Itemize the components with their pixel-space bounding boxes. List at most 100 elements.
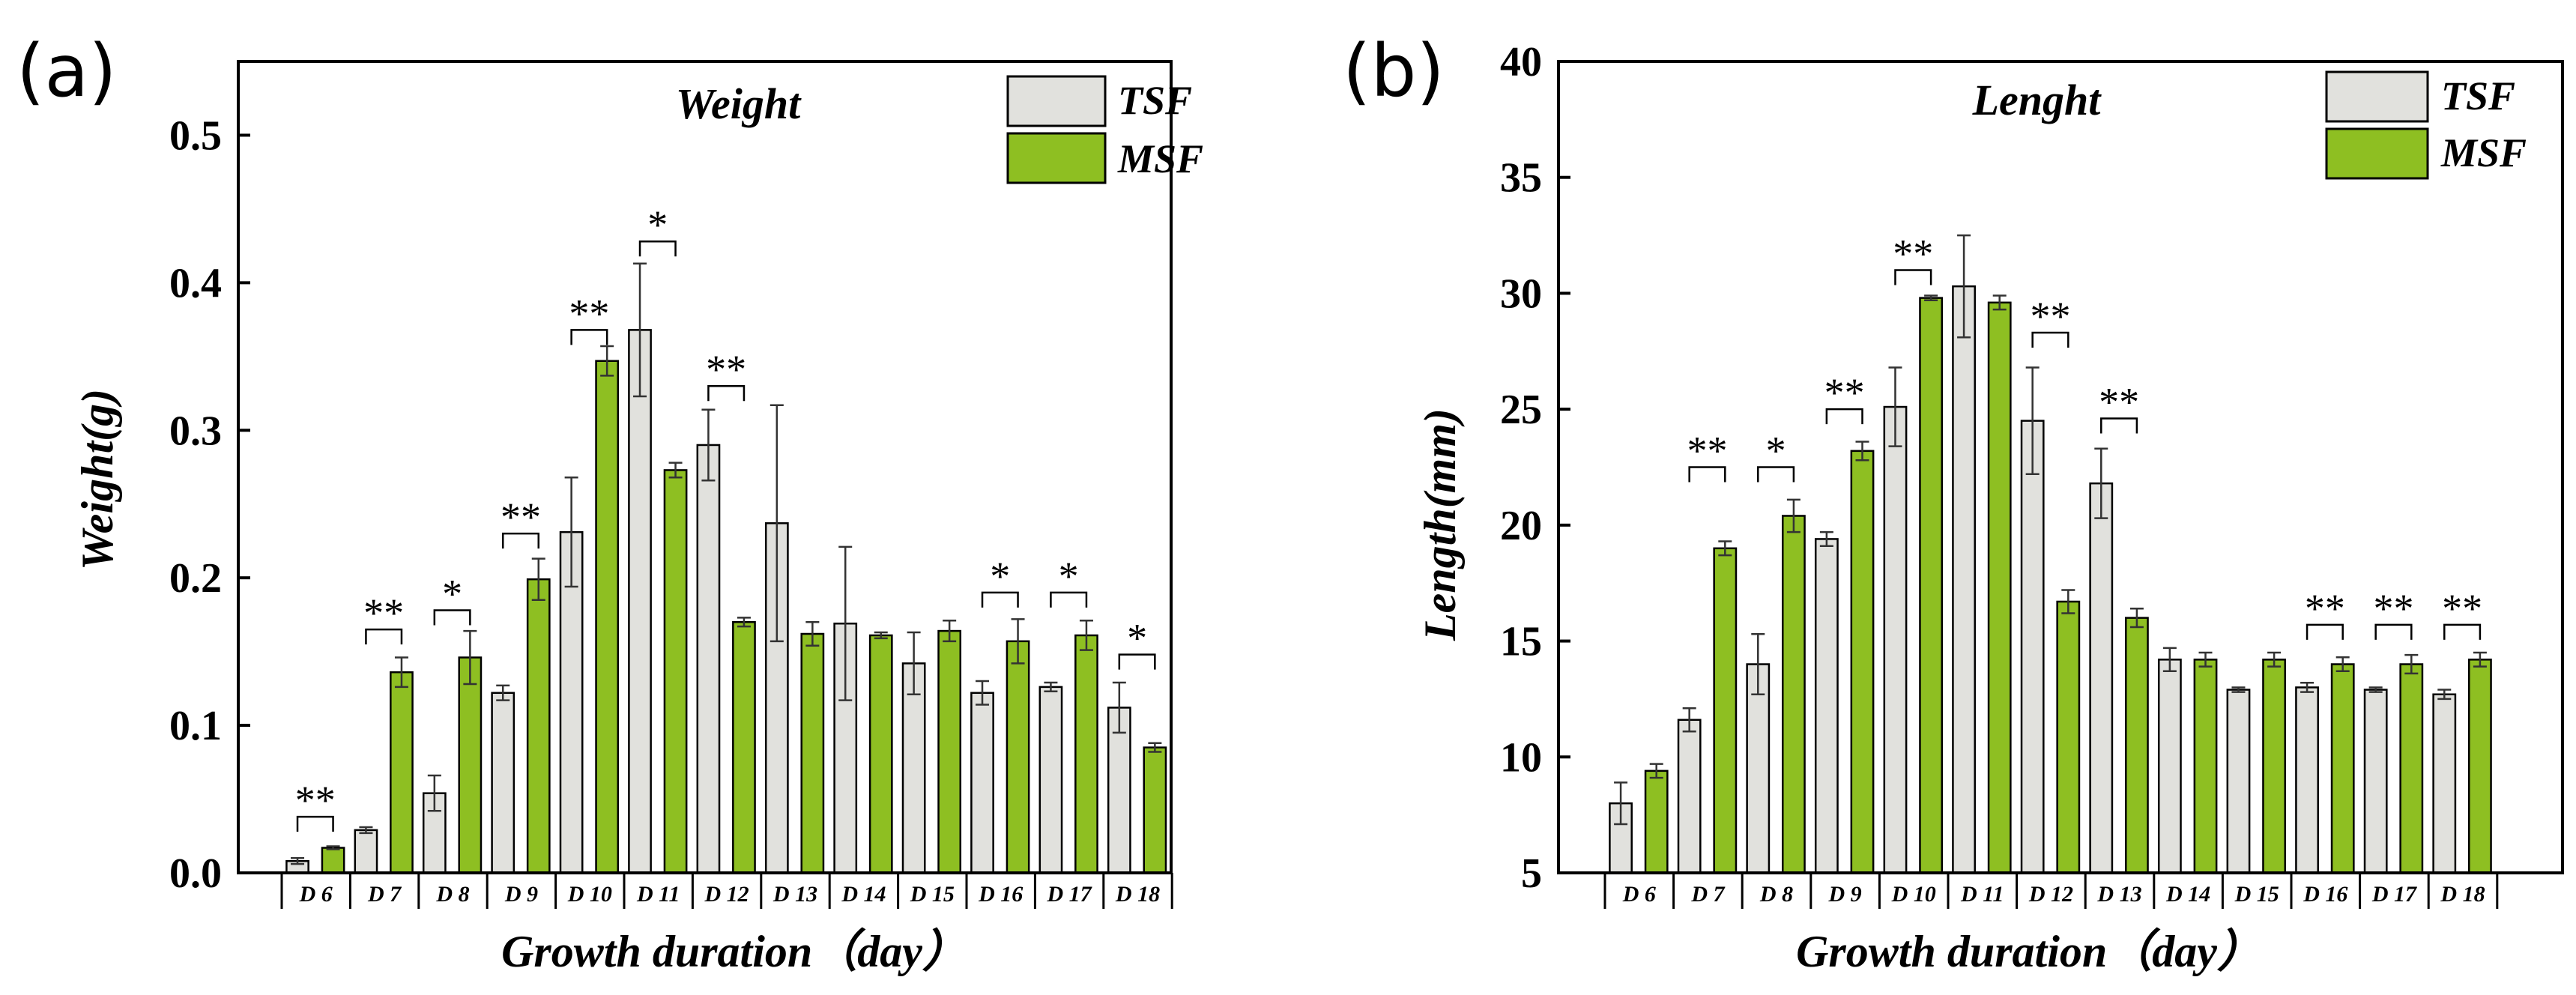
panel-a-significance-bracket: [433, 609, 471, 626]
panel-b-plot-frame: [1557, 60, 2564, 874]
panel-b-significance-bracket: [2443, 623, 2482, 640]
panel-b-significance-bracket: [1757, 466, 1795, 483]
panel-a-y-tick-label: 0.1: [169, 703, 222, 749]
panel-b-bar-tsf: [2226, 689, 2251, 874]
panel-a-y-axis-title: Weight(g): [73, 389, 122, 570]
panel-b-significance-bracket: [2306, 623, 2344, 640]
panel-a-significance-bracket: [1050, 591, 1088, 608]
panel-b-significance-label: **: [2099, 380, 2139, 425]
panel-a-significance-label: **: [295, 778, 336, 823]
panel-b-x-tick-label: D 9: [1828, 882, 1862, 907]
panel-b-significance-label: **: [1687, 429, 1727, 474]
panel-a-y-tick-label: 0.5: [169, 112, 222, 159]
panel-b-bar-msf: [2124, 617, 2149, 874]
panel-b-bar-tsf: [2020, 420, 2045, 874]
panel-b-bar-tsf: [2295, 686, 2319, 874]
panel-b-bar-tsf: [2432, 693, 2457, 874]
panel-a-significance-label: **: [569, 291, 609, 336]
panel-a-bar-msf: [663, 469, 688, 874]
panel-b-significance-bracket: [1894, 269, 1932, 285]
panel-b-y-tick-label: 15: [1500, 619, 1542, 665]
panel-a-legend-label-msf: MSF: [1117, 136, 1203, 181]
panel-a-bar-msf: [732, 621, 756, 874]
panel-a-significance-label: **: [501, 495, 541, 539]
panel-a-x-tick-label: D 8: [435, 882, 469, 907]
panel-b-y-tick-label: 35: [1500, 155, 1542, 202]
panel-a-weight-chart: (a) **** ********* ** 0.00.10.20.30.40.5D …: [16, 29, 1203, 976]
panel-a-x-tick-label: D 14: [841, 882, 886, 907]
panel-b-x-axis-title: Growth duration（day）: [1796, 927, 2262, 976]
panel-b-x-tick-label: D 6: [1622, 882, 1656, 907]
panel-b-x-tick-label: D 17: [2371, 882, 2417, 907]
panel-b-bar-tsf: [1952, 285, 1976, 874]
panel-b-x-tick-label: D 18: [2440, 882, 2485, 907]
panel-b-bar-tsf: [1883, 405, 1908, 874]
panel-b-x-tick-label: D 16: [2303, 882, 2347, 907]
panel-b-y-tick-label: 30: [1500, 270, 1542, 317]
panel-b-y-tick-label: 10: [1500, 734, 1542, 781]
panel-b-bar-msf: [1987, 301, 2012, 874]
panel-a-bar-msf: [800, 632, 825, 874]
panel-a-y-tick-label: 0.4: [169, 260, 222, 306]
panel-b-x-tick-label: D 12: [2028, 882, 2073, 907]
panel-a-x-tick-label: D 10: [567, 882, 612, 907]
panel-b-significance-bracket: [2374, 623, 2413, 640]
panel-b-bar-tsf: [2089, 482, 2114, 874]
panel-a-x-tick-label: D 17: [1047, 882, 1092, 907]
panel-b-significance-label: **: [2442, 586, 2482, 631]
panel-a-x-tick-label: D 11: [636, 882, 680, 907]
panel-b-legend: TSF MSF: [2325, 70, 2527, 180]
panel-a-bar-msf: [458, 656, 483, 874]
panel-a-significance-bracket: [570, 329, 608, 345]
panel-a-bar-msf: [595, 360, 620, 874]
panel-b-bar-msf: [2193, 659, 2218, 874]
panel-a-bar-msf: [390, 671, 414, 874]
panel-a-x-tick-label: D 18: [1115, 882, 1160, 907]
panel-b-x-tick-label: D 14: [2165, 882, 2210, 907]
panel-b-bar-msf: [1781, 515, 1806, 874]
panel-a-plot-frame: [237, 60, 1173, 874]
panel-a-x-tick-label: D 15: [910, 882, 955, 907]
panel-b-bar-tsf: [1746, 663, 1771, 874]
panel-b-x-tick-label: D 13: [2096, 882, 2141, 907]
panel-a-x-tick-label: D 16: [978, 882, 1023, 907]
panel-b-x-tick-label: D 15: [2234, 882, 2279, 907]
panel-b-significance-label: **: [2030, 294, 2070, 339]
panel-b-significance-label: **: [2373, 586, 2413, 631]
panel-a-significance-label: *: [647, 202, 668, 247]
panel-a-significance-label: *: [990, 554, 1010, 599]
panel-a-significance-bracket: [981, 591, 1019, 608]
panel-a-x-tick-label: D 12: [704, 882, 749, 907]
panel-b-significance-bracket: [1688, 466, 1726, 483]
panel-b-bar-msf: [2467, 659, 2492, 874]
panel-a-bar-msf: [321, 847, 345, 874]
panel-b-significance-bracket: [2031, 331, 2069, 348]
panel-b-bar-msf: [2399, 663, 2424, 874]
panel-b-bar-tsf: [1677, 719, 1702, 874]
panel-a-x-tick-label: D 7: [367, 882, 402, 907]
panel-b-bar-msf: [1713, 547, 1738, 874]
panel-b-bar-msf: [2262, 659, 2287, 874]
panel-a-bar-msf: [868, 634, 893, 874]
panel-a-legend-swatch-msf: [1006, 132, 1107, 184]
panel-b-bar-tsf: [1814, 538, 1839, 874]
panel-b-label: (b): [1343, 29, 1445, 113]
panel-b-significance-bracket: [2100, 417, 2138, 434]
panel-a-significance-label: **: [363, 590, 404, 635]
panel-b-bar-tsf: [2157, 659, 2182, 874]
panel-a-bar-msf: [1143, 746, 1167, 874]
panel-b-legend-swatch-msf: [2325, 127, 2429, 180]
panel-a-y-tick-label: 0.0: [169, 850, 222, 897]
panel-a-legend-swatch-tsf: [1006, 75, 1107, 127]
panel-b-y-tick-label: 25: [1500, 387, 1542, 433]
panel-a-label: (a): [16, 29, 117, 113]
panel-b-legend-label-tsf: TSF: [2441, 73, 2515, 118]
panel-b-bar-msf: [2330, 663, 2355, 874]
panel-b-title: Lenght: [1972, 76, 2102, 124]
panel-b-bar-msf: [1644, 769, 1669, 874]
panel-a-y-tick-label: 0.3: [169, 408, 222, 454]
panel-b-y-tick-label: 20: [1500, 503, 1542, 549]
panel-a-bar-tsf: [354, 829, 378, 874]
panel-b-x-tick-label: D 7: [1690, 882, 1725, 907]
